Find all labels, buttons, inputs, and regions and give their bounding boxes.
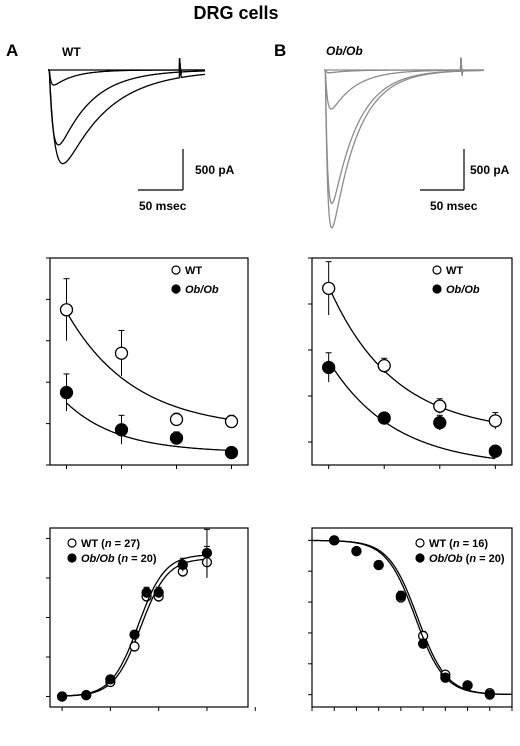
data-point <box>201 547 213 559</box>
data-point <box>177 559 188 571</box>
fit-curve <box>65 311 232 421</box>
current-trace <box>48 58 205 165</box>
current-trace <box>48 58 206 146</box>
fit-curve <box>62 554 208 697</box>
legend-entry: Ob/Ob (n = 20) <box>429 553 505 565</box>
plot-frame <box>311 257 513 466</box>
legend-series-name: Ob/Ob <box>446 284 480 296</box>
data-point <box>322 281 336 296</box>
current-trace <box>324 57 484 110</box>
data-point <box>433 399 447 413</box>
data-point <box>59 385 74 400</box>
data-point <box>141 587 152 598</box>
data-point <box>105 674 116 685</box>
data-point <box>395 590 407 602</box>
chart-inactivation: WT (n = 16) Ob/Ob (n = 20) <box>308 527 513 711</box>
legend-marker <box>415 553 425 563</box>
data-point <box>433 416 447 430</box>
scale-bar-b <box>420 149 465 191</box>
current-trace <box>324 57 484 205</box>
data-point <box>377 358 391 373</box>
current-trace <box>324 57 484 229</box>
data-point <box>440 672 451 683</box>
data-point <box>329 535 340 546</box>
legend-marker <box>67 553 77 563</box>
legend-marker <box>171 265 181 275</box>
legend-series-name: WT <box>185 265 202 277</box>
legend-entry: Ob/Ob <box>446 284 480 296</box>
data-point <box>153 587 164 598</box>
chart-activation: WT (n = 27) Ob/Ob (n = 20) <box>46 527 256 711</box>
scale-label-time-b: 50 msec <box>430 199 478 213</box>
legend-entry: WT <box>446 265 463 277</box>
chart-rise-time: WT Ob/Ob <box>308 257 513 469</box>
legend-marker <box>415 538 425 548</box>
legend-series-name: WT <box>446 265 463 277</box>
legend-entry: WT (n = 27) <box>81 538 140 550</box>
trace-panel-b: B Ob/Ob 500 pA 50 msec <box>274 41 510 229</box>
plot-frame <box>311 527 513 708</box>
data-point <box>462 680 473 691</box>
legend-marker <box>432 284 442 294</box>
genotype-label-obob: Ob/Ob <box>326 44 363 58</box>
data-point <box>417 638 429 649</box>
legend-entry: Ob/Ob <box>185 284 219 296</box>
data-point <box>114 346 129 360</box>
plot-frame <box>49 257 249 466</box>
current-traces-wt <box>48 58 206 165</box>
legend-series-name: Ob/Ob <box>185 284 219 296</box>
data-point <box>224 445 239 460</box>
current-traces-obob <box>324 57 484 229</box>
legend-series-name: WT <box>429 538 446 550</box>
trace-panel-a: A WT 500 pA 50 msec <box>6 41 235 213</box>
data-point <box>59 303 74 317</box>
fit-curve <box>312 539 513 696</box>
panel-label-a: A <box>6 41 18 60</box>
data-point <box>56 691 68 702</box>
data-point <box>377 411 391 425</box>
data-point <box>488 444 502 458</box>
fit-curve <box>328 286 496 423</box>
legend-marker <box>67 538 77 548</box>
data-point <box>224 414 239 429</box>
scale-label-current-b: 500 pA <box>470 163 510 177</box>
legend-entry: WT <box>185 265 202 277</box>
fit-curve <box>66 402 232 452</box>
scale-label-time-a: 50 msec <box>139 199 187 213</box>
scale-label-current-a: 500 pA <box>195 163 235 177</box>
data-point <box>169 412 184 427</box>
panel-label-b: B <box>274 41 286 60</box>
genotype-label-wt: WT <box>62 45 81 59</box>
data-point <box>488 414 502 428</box>
legend-series-name: Ob/Ob <box>81 553 115 565</box>
fit-curve <box>62 558 208 697</box>
data-point <box>169 431 184 445</box>
data-point <box>484 689 495 700</box>
data-point <box>81 690 92 701</box>
figure-title: DRG cells <box>193 3 278 23</box>
legend-series-name: WT <box>81 538 98 550</box>
data-point <box>373 559 384 571</box>
data-point <box>114 423 129 437</box>
data-point <box>322 360 336 375</box>
legend-entry: WT (n = 16) <box>429 538 488 550</box>
legend-series-name: Ob/Ob <box>429 553 463 565</box>
scale-bar-a <box>138 149 184 191</box>
data-point <box>351 545 362 557</box>
chart-inactivation-tau: WT Ob/Ob <box>46 257 249 469</box>
legend-marker <box>432 265 442 275</box>
data-point <box>129 629 140 640</box>
legend-marker <box>171 284 181 294</box>
legend-entry: Ob/Ob (n = 20) <box>81 553 157 565</box>
fit-curve <box>328 360 496 460</box>
